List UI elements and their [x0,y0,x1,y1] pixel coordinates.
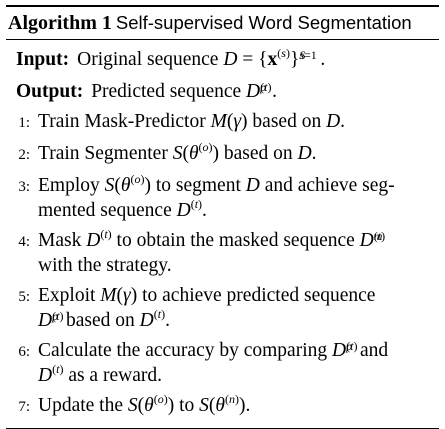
step-list: 1: Train Mask-Predictor M(γ) based on D.… [6,109,439,420]
output-math: D (t) p. [246,80,278,102]
step-1: 1: Train Mask-Predictor M(γ) based on D. [6,109,439,136]
top-rule [6,5,439,7]
step-number: 2: [18,147,30,163]
step-5: 5: Exploit M(γ) to achieve predicted seq… [6,283,439,333]
step-2: 2: Train Segmenter S(θ(o)) based on D. [6,141,439,168]
step-number: 4: [18,234,30,250]
input-label: Input: [16,49,70,70]
step-text: Employ S(θ(o)) to segment D and achieve … [38,172,395,221]
algorithm-header: Algorithm 1 Self-supervised Word Segmenta… [6,7,439,39]
step-text: Mask D(t) to obtain the masked sequence … [38,227,386,276]
step-number: 7: [18,399,30,415]
header-rule [6,39,439,40]
algorithm-box: Algorithm 1 Self-supervised Word Segmenta… [6,5,439,429]
output-line: Output: Predicted sequence D (t) p. [6,77,439,107]
output-text: Predicted sequence [91,81,242,102]
step-text: Train Segmenter S(θ(o)) based on D. [38,140,317,164]
input-text: Original sequence [77,49,219,70]
step-text: Calculate the accuracy by comparing D (t)… [38,339,389,386]
step-number: 1: [18,115,30,131]
algorithm-number: Algorithm 1 [8,12,112,34]
step-text: Train Mask-Predictor M(γ) based on D. [38,111,346,132]
output-label: Output: [16,81,84,102]
step-number: 5: [18,289,30,305]
step-4: 4: Mask D(t) to obtain the masked sequen… [6,228,439,278]
step-number: 3: [18,179,30,195]
step-number: 6: [18,344,30,360]
step-text: Exploit M(γ) to achieve predicted sequen… [38,285,376,331]
step-3: 3: Employ S(θ(o)) to segment D and achie… [6,173,439,223]
algorithm-title: Self-supervised Word Segmentation [115,12,412,33]
step-6: 6: Calculate the accuracy by comparing D… [6,338,439,388]
step-7: 7: Update the S(θ(o)) to S(θ(n)). [6,393,439,420]
step-text: Update the S(θ(o)) to S(θ(n)). [38,392,251,416]
